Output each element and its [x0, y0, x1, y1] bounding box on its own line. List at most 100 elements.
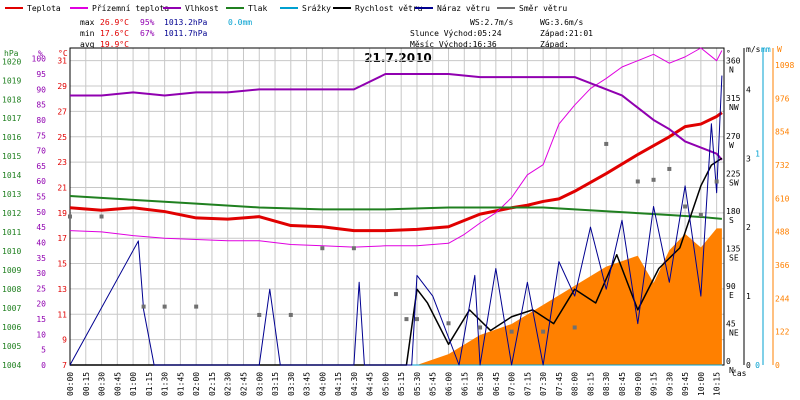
wind-dir-point	[288, 312, 293, 317]
tick-time: 05:15	[397, 372, 406, 396]
tick-humidity: 75	[36, 131, 46, 140]
tick-wind-dir: 180	[726, 207, 741, 216]
wind-dir-point	[351, 246, 356, 251]
legend-label: Náraz větru	[437, 4, 490, 13]
tick-wind-dir: 360	[726, 57, 741, 66]
axis-unit-humidity: %	[38, 49, 43, 58]
info-text: WS:2.7m/s	[470, 18, 514, 27]
series-line	[69, 195, 722, 220]
tick-solar: 122	[775, 328, 790, 337]
tick-wind-dir-name: N	[729, 366, 734, 375]
tick-time: 01:15	[145, 372, 154, 396]
stat-label: min	[80, 29, 95, 38]
tick-time: 04:15	[334, 372, 343, 396]
tick-time: 01:00	[129, 372, 138, 396]
wind-dir-point	[393, 292, 398, 297]
tick-time: 08:15	[586, 372, 595, 396]
tick-wind-dir: 270	[726, 132, 741, 141]
tick-temperature: 9	[62, 336, 67, 345]
tick-humidity: 10	[36, 330, 46, 339]
tick-humidity: 60	[36, 177, 46, 186]
info-text: Západ:	[540, 40, 569, 49]
axis-unit-wind-dir: °	[726, 49, 731, 58]
tick-time: 08:45	[618, 372, 627, 396]
tick-wind-speed: 3	[746, 154, 751, 163]
wind-dir-point	[572, 325, 577, 330]
tick-time: 06:45	[492, 372, 501, 396]
info-text: Slunce Východ:05:24	[410, 29, 502, 38]
tick-wind-dir-name: E	[729, 291, 734, 300]
wind-dir-point	[683, 204, 688, 209]
axis-unit-rain: mm	[761, 45, 771, 54]
legend-label: Srážky	[302, 4, 331, 13]
tick-humidity: 30	[36, 269, 46, 278]
tick-temperature: 17	[57, 234, 67, 243]
tick-time: 08:30	[602, 372, 611, 396]
tick-temperature: 23	[57, 158, 67, 167]
tick-pressure: 1019	[2, 76, 21, 85]
tick-time: 00:00	[66, 372, 75, 396]
tick-temperature: 27	[57, 107, 67, 116]
legend-label: Vlhkost	[185, 4, 219, 13]
tick-pressure: 1004	[2, 361, 21, 370]
wind-dir-point	[404, 317, 409, 322]
tick-humidity: 40	[36, 238, 46, 247]
tick-time: 00:30	[98, 372, 107, 396]
tick-time: 03:30	[287, 372, 296, 396]
tick-humidity: 95	[36, 70, 46, 79]
tick-wind-dir-name: NW	[729, 103, 739, 112]
tick-time: 05:00	[381, 372, 390, 396]
series-line	[69, 111, 723, 233]
tick-temperature: 15	[57, 260, 67, 269]
stats-panel: max 26.9°C 95% 1013.2hPa 0.0mm min 17.6°C 67% 10…	[80, 18, 252, 49]
chart-title: 21.7.2010	[364, 51, 432, 65]
tick-wind-dir: 225	[726, 169, 741, 178]
tick-pressure: 1013	[2, 190, 21, 199]
tick-humidity: 50	[36, 208, 46, 217]
stat-value: 95%	[140, 18, 155, 27]
tick-solar: 976	[775, 94, 790, 103]
wind-dir-point	[698, 212, 703, 217]
tick-humidity: 15	[36, 315, 46, 324]
tick-solar: 1098	[775, 61, 794, 70]
tick-wind-dir: 0	[726, 357, 731, 366]
stat-label: avg	[80, 40, 95, 49]
tick-temperature: 29	[57, 82, 67, 91]
wind-dir-point	[414, 317, 419, 322]
info-text: Měsíc Východ:16:36	[410, 40, 497, 49]
tick-time: 09:45	[681, 372, 690, 396]
axis-unit-solar: W	[777, 45, 782, 54]
tick-time: 04:45	[366, 372, 375, 396]
tick-wind-dir: 45	[726, 319, 736, 328]
tick-solar: 366	[775, 261, 790, 270]
tick-time: 06:30	[476, 372, 485, 396]
stat-value: 67%	[140, 29, 155, 38]
legend-label: Směr větru	[519, 4, 567, 13]
tick-humidity: 100	[32, 55, 47, 64]
tick-pressure: 1016	[2, 133, 21, 142]
tick-time: 06:00	[445, 372, 454, 396]
tick-temperature: 21	[57, 183, 67, 192]
tick-humidity: 55	[36, 193, 46, 202]
tick-solar: 610	[775, 194, 790, 203]
axis-unit-pressure: hPa	[4, 49, 19, 58]
stat-value: 0.0mm	[228, 18, 252, 27]
wind-dir-point	[604, 141, 609, 146]
wind-dir-point	[446, 321, 451, 326]
tick-humidity: 5	[41, 346, 46, 355]
tick-humidity: 85	[36, 101, 46, 110]
tick-pressure: 1018	[2, 95, 21, 104]
tick-humidity: 90	[36, 85, 46, 94]
wind-dir-point	[162, 304, 167, 309]
tick-humidity: 65	[36, 162, 46, 171]
tick-wind-dir-name: N	[729, 66, 734, 75]
tick-wind-dir-name: W	[729, 141, 734, 150]
tick-pressure: 1008	[2, 285, 21, 294]
tick-temperature: 19	[57, 209, 67, 218]
wind-dir-point	[509, 329, 514, 334]
info-text: Západ:21:01	[540, 29, 593, 38]
legend: Teplota Přízemní teplota Vlhkost Tlak Srážky…	[5, 4, 567, 13]
tick-time: 02:45	[239, 372, 248, 396]
tick-time: 09:15	[650, 372, 659, 396]
